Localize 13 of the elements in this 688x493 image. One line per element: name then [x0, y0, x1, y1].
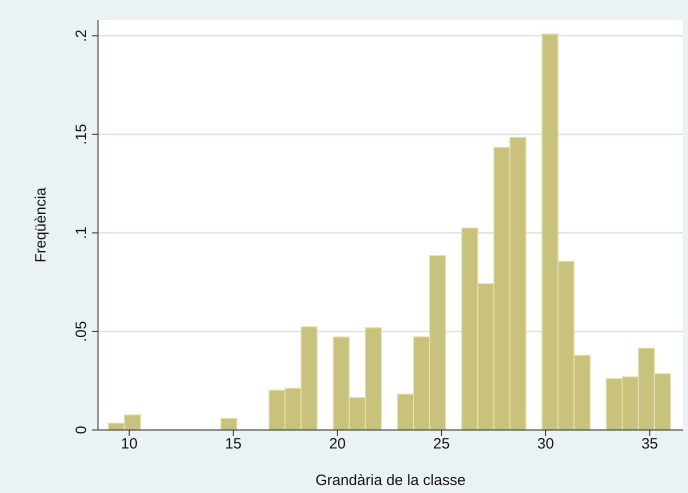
x-tick-label: 15 — [224, 436, 242, 453]
y-tick-label: .2 — [73, 30, 90, 42]
x-tick-label: 35 — [641, 436, 658, 453]
y-tick-label: .1 — [73, 226, 90, 240]
x-tick-label: 25 — [433, 436, 450, 453]
y-axis-title: Freqüència — [32, 186, 50, 263]
x-tick-label: 10 — [120, 436, 138, 453]
x-tick-label: 20 — [329, 436, 346, 453]
x-tick-label: 30 — [537, 436, 554, 453]
x-axis-title: Grandària de la classe — [315, 472, 466, 489]
y-tick-label: .05 — [73, 321, 90, 342]
y-tick-label: 0 — [73, 426, 90, 434]
y-tick-label: .15 — [73, 124, 90, 145]
